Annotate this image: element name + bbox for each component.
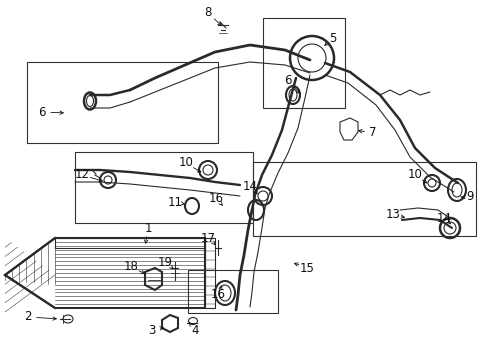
Text: 10: 10 bbox=[178, 157, 194, 170]
Text: 19: 19 bbox=[157, 256, 172, 269]
Bar bbox=[263, 18, 345, 108]
Text: 14: 14 bbox=[243, 180, 258, 194]
Text: 14: 14 bbox=[437, 211, 451, 225]
Text: 13: 13 bbox=[386, 208, 400, 221]
Text: 5: 5 bbox=[329, 31, 337, 45]
Text: 11: 11 bbox=[168, 195, 182, 208]
Text: 1: 1 bbox=[144, 221, 152, 234]
Text: 8: 8 bbox=[204, 6, 212, 19]
Text: 2: 2 bbox=[24, 310, 32, 324]
Text: 17: 17 bbox=[200, 231, 216, 244]
Bar bbox=[75, 152, 253, 223]
Text: 16: 16 bbox=[211, 288, 225, 302]
Text: 10: 10 bbox=[408, 168, 422, 181]
Text: 7: 7 bbox=[369, 126, 377, 139]
Text: 12: 12 bbox=[74, 168, 90, 181]
Text: 15: 15 bbox=[299, 261, 315, 274]
Bar bbox=[253, 162, 476, 236]
Text: 9: 9 bbox=[466, 190, 474, 203]
Bar bbox=[27, 62, 218, 143]
Text: 6: 6 bbox=[284, 73, 292, 86]
Text: 6: 6 bbox=[38, 105, 46, 118]
Text: 16: 16 bbox=[209, 192, 223, 204]
Text: 3: 3 bbox=[148, 324, 156, 337]
Bar bbox=[188, 270, 278, 313]
Text: 4: 4 bbox=[191, 324, 199, 337]
Text: 18: 18 bbox=[123, 261, 139, 274]
